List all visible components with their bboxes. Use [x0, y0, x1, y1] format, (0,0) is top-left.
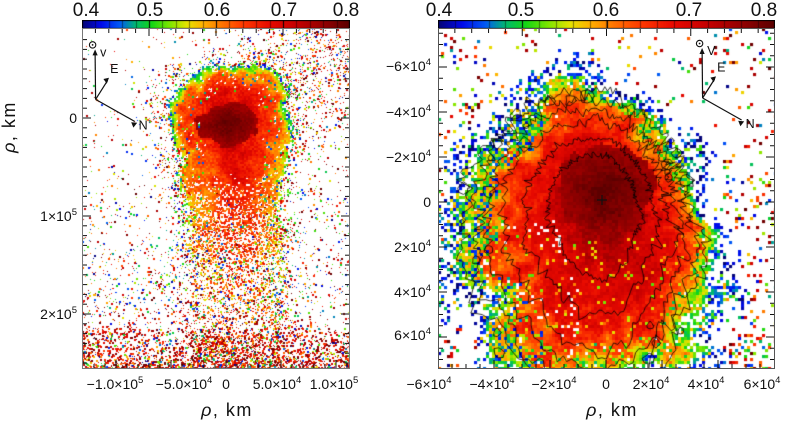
svg-text:N: N [139, 118, 148, 132]
svg-text:0.4: 0.4 [426, 0, 453, 21]
svg-text:E: E [717, 61, 725, 75]
svg-text:1.0×105: 1.0×105 [310, 375, 359, 392]
svg-text:−2×104: −2×104 [531, 375, 576, 392]
svg-text:0: 0 [222, 376, 230, 392]
svg-text:0.8: 0.8 [333, 0, 359, 21]
svg-text:1×105: 1×105 [40, 207, 77, 224]
svg-text:−6×104: −6×104 [386, 57, 431, 74]
svg-text:V: V [707, 44, 716, 58]
svg-text:−4×104: −4×104 [469, 375, 514, 392]
svg-text:−5.0×104: −5.0×104 [156, 375, 213, 392]
svg-text:N: N [746, 117, 755, 131]
svg-text:ρ, km: ρ, km [200, 400, 253, 420]
svg-text:5.0×104: 5.0×104 [253, 375, 302, 392]
svg-text:0.4: 0.4 [73, 0, 100, 21]
svg-text:−1.0×105: −1.0×105 [87, 375, 144, 392]
svg-text:4×104: 4×104 [688, 375, 725, 392]
svg-text:0.6: 0.6 [593, 0, 619, 21]
svg-text:−2×104: −2×104 [386, 148, 431, 165]
svg-text:0: 0 [423, 194, 431, 210]
svg-text:6×104: 6×104 [744, 375, 781, 392]
svg-text:0.6: 0.6 [204, 0, 230, 21]
svg-text:2×105: 2×105 [40, 305, 77, 322]
svg-text:0.7: 0.7 [676, 0, 702, 21]
svg-text:0: 0 [602, 376, 610, 392]
svg-text:2×104: 2×104 [394, 238, 431, 255]
svg-text:4×104: 4×104 [394, 283, 431, 300]
svg-text:2×104: 2×104 [633, 375, 670, 392]
svg-text:ρ, km: ρ, km [585, 400, 638, 420]
svg-text:E: E [110, 62, 118, 76]
svg-text:−4×104: −4×104 [386, 103, 431, 120]
svg-text:6×104: 6×104 [394, 326, 431, 343]
svg-text:0.5: 0.5 [508, 0, 534, 21]
svg-text:ρ, km: ρ, km [0, 101, 19, 154]
svg-text:0.7: 0.7 [271, 0, 297, 21]
svg-text:0: 0 [69, 110, 77, 126]
svg-text:0.8: 0.8 [751, 0, 777, 21]
svg-text:−6×104: −6×104 [406, 375, 451, 392]
svg-text:v: v [100, 45, 107, 59]
svg-text:0.5: 0.5 [137, 0, 163, 21]
